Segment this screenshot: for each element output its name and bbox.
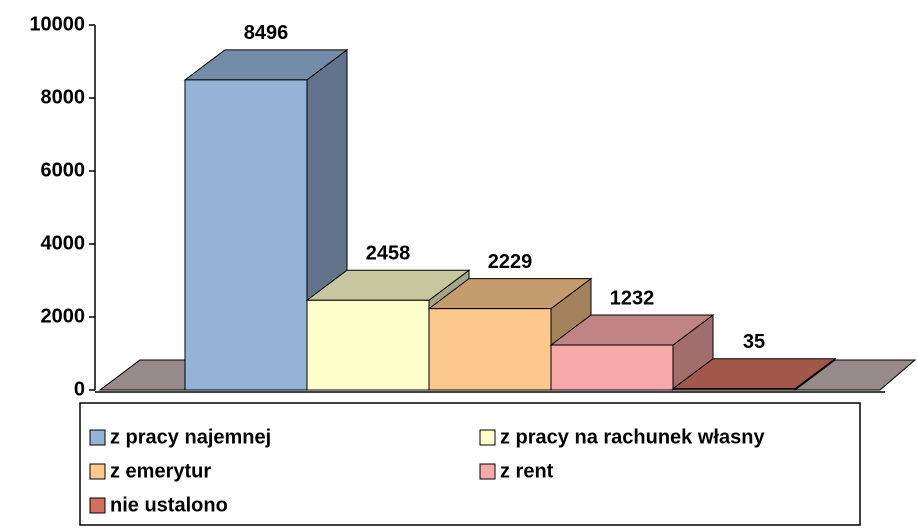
legend-label: z pracy najemnej [110, 426, 271, 448]
value-label: 2458 [366, 243, 411, 265]
floor [98, 359, 186, 391]
y-tick-label: 6000 [41, 159, 86, 181]
y-tick-label: 0 [74, 378, 85, 400]
legend-label: z pracy na rachunek własny [500, 426, 765, 448]
legend-label: z emerytur [110, 460, 211, 482]
bar [184, 79, 308, 391]
legend-swatch [479, 429, 496, 446]
legend-swatch [89, 463, 106, 480]
value-label: 35 [743, 331, 765, 353]
legend-label: z rent [500, 460, 554, 482]
legend-swatch [479, 463, 496, 480]
y-tick-label: 10000 [29, 13, 85, 35]
value-label: 8496 [244, 22, 289, 44]
bar [672, 388, 796, 391]
y-tick-label: 4000 [41, 232, 86, 254]
value-label: 1232 [610, 287, 655, 309]
legend-box [79, 402, 861, 526]
legend-swatch [89, 429, 106, 446]
bar [306, 299, 430, 391]
bar [428, 308, 552, 391]
y-tick-label: 2000 [41, 305, 86, 327]
bar [550, 344, 674, 391]
legend-swatch [89, 497, 106, 514]
legend-label: nie ustalono [110, 494, 228, 516]
value-label: 2229 [488, 251, 533, 273]
y-tick-label: 8000 [41, 86, 86, 108]
